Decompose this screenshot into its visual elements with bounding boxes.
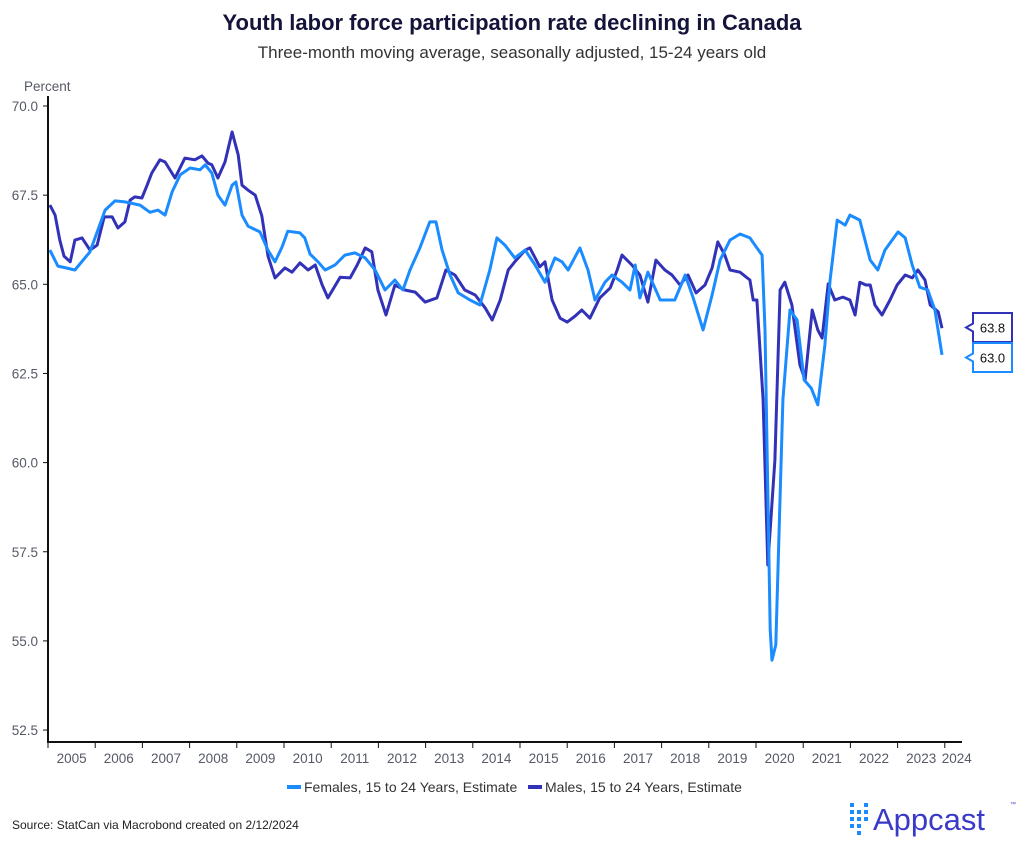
- source-note: Source: StatCan via Macrobond created on…: [12, 818, 299, 832]
- appcast-dots-icon: [850, 803, 868, 835]
- legend-label-females: Females, 15 to 24 Years, Estimate: [304, 779, 517, 795]
- x-tick-label: 2022: [859, 751, 889, 766]
- chart-title: Youth labor force participation rate dec…: [222, 10, 802, 35]
- x-axis-ticks: 2005 2006 2007 2008 2009 2010 2011 2012 2013 2014…: [47, 742, 973, 766]
- y-tick-label: 52.5: [12, 723, 38, 738]
- x-tick-label: 2020: [765, 751, 795, 766]
- x-tick-label: 2023: [906, 751, 936, 766]
- legend-swatch-males: [528, 785, 542, 789]
- appcast-logo: Appcast ™: [850, 801, 1016, 837]
- y-tick-label: 67.5: [12, 188, 38, 203]
- x-tick-label: 2012: [387, 751, 417, 766]
- series-line-females: [48, 163, 944, 662]
- appcast-tm: ™: [1010, 801, 1016, 808]
- legend: Females, 15 to 24 Years, Estimate Males,…: [287, 779, 742, 795]
- x-tick-label: 2017: [623, 751, 653, 766]
- legend-swatch-females: [287, 785, 301, 789]
- legend-label-males: Males, 15 to 24 Years, Estimate: [545, 779, 742, 795]
- end-label-value: 63.8: [980, 321, 1005, 336]
- x-tick-label: 2015: [529, 751, 559, 766]
- x-tick-label: 2007: [151, 751, 181, 766]
- y-axis-label: Percent: [24, 79, 71, 94]
- x-tick-label: 2018: [670, 751, 700, 766]
- y-tick-label: 57.5: [12, 545, 38, 560]
- x-tick-label: 2009: [245, 751, 275, 766]
- x-tick-label: 2010: [293, 751, 323, 766]
- end-label-males: 63.8: [963, 312, 1013, 343]
- y-axis-ticks: 70.0 67.5 65.0 62.5 60.0 57.5 55.0 52.5: [12, 99, 48, 738]
- appcast-wordmark: Appcast: [873, 802, 985, 837]
- y-tick-label: 70.0: [12, 99, 38, 114]
- end-value-labels: 63.8 63.0: [963, 312, 1013, 373]
- y-tick-label: 55.0: [12, 634, 38, 649]
- x-tick-label: 2008: [198, 751, 228, 766]
- x-tick-label: 2024: [942, 751, 973, 766]
- x-tick-label: 2005: [57, 751, 87, 766]
- x-tick-label: 2016: [576, 751, 606, 766]
- end-label-females: 63.0: [963, 342, 1013, 373]
- y-tick-label: 62.5: [12, 366, 38, 381]
- end-label-value: 63.0: [980, 351, 1005, 366]
- x-tick-label: 2006: [104, 751, 134, 766]
- y-tick-label: 60.0: [12, 456, 38, 471]
- x-tick-label: 2014: [481, 751, 512, 766]
- series-line-males: [48, 130, 944, 567]
- chart-subtitle: Three-month moving average, seasonally a…: [258, 43, 766, 62]
- x-tick-label: 2019: [717, 751, 747, 766]
- x-tick-label: 2011: [340, 751, 369, 766]
- x-tick-label: 2013: [434, 751, 464, 766]
- series-lines: [48, 130, 944, 662]
- y-tick-label: 65.0: [12, 277, 38, 292]
- x-tick-label: 2021: [812, 751, 842, 766]
